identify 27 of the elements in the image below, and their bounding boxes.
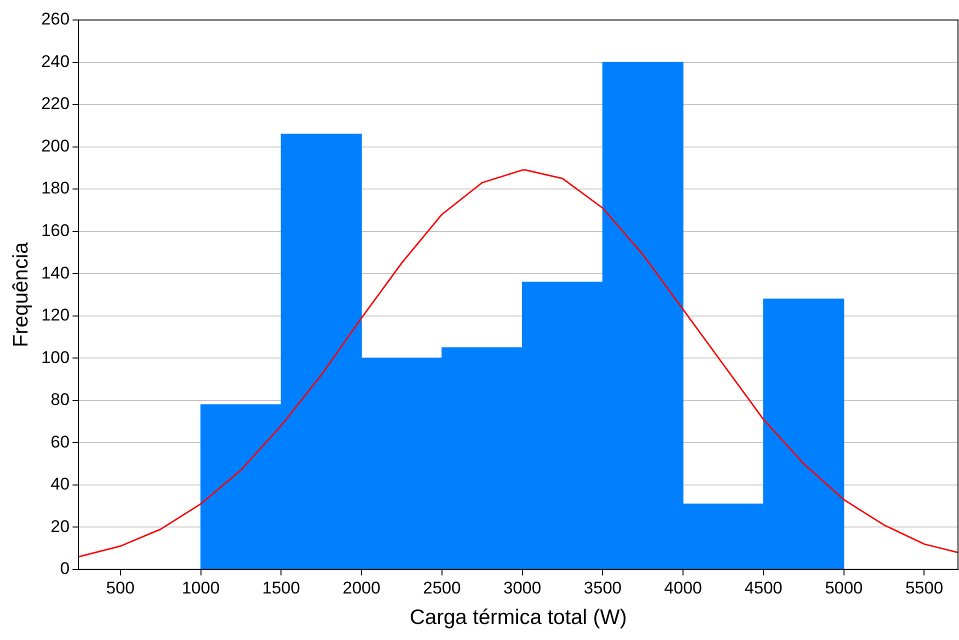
- y-tick-label: 220: [41, 94, 70, 114]
- x-tick-label: 4500: [744, 578, 782, 598]
- x-tick-label: 500: [106, 578, 135, 598]
- x-tick-label: 2000: [342, 578, 380, 598]
- x-axis-title: Carga térmica total (W): [410, 606, 627, 630]
- y-tick-label: 180: [41, 178, 70, 198]
- x-tick-label: 3000: [503, 578, 542, 598]
- x-tick-label: 1000: [182, 578, 220, 598]
- y-tick-label: 60: [50, 432, 70, 452]
- x-tick-label: 5000: [824, 578, 863, 598]
- y-tick-label: 160: [41, 220, 70, 240]
- y-tick-label: 20: [50, 516, 70, 536]
- y-tick-label: 40: [50, 474, 70, 494]
- y-tick-label: 200: [41, 136, 70, 156]
- x-tick-label: 5500: [905, 578, 944, 598]
- y-tick-label: 80: [50, 390, 70, 410]
- y-tick-label: 240: [41, 52, 70, 71]
- x-tick-label: 1500: [262, 578, 300, 598]
- x-tick-label: 2500: [423, 578, 461, 598]
- y-tick-label: 120: [41, 306, 70, 325]
- y-tick-label: 140: [41, 263, 70, 282]
- x-tick-label: 4000: [664, 578, 702, 598]
- y-tick-label: 260: [41, 10, 70, 29]
- y-axis-title: Frequência: [9, 242, 32, 348]
- x-tick-label: 3500: [584, 578, 622, 598]
- y-tick-label: 100: [41, 348, 70, 367]
- y-tick-label: 0: [60, 559, 70, 578]
